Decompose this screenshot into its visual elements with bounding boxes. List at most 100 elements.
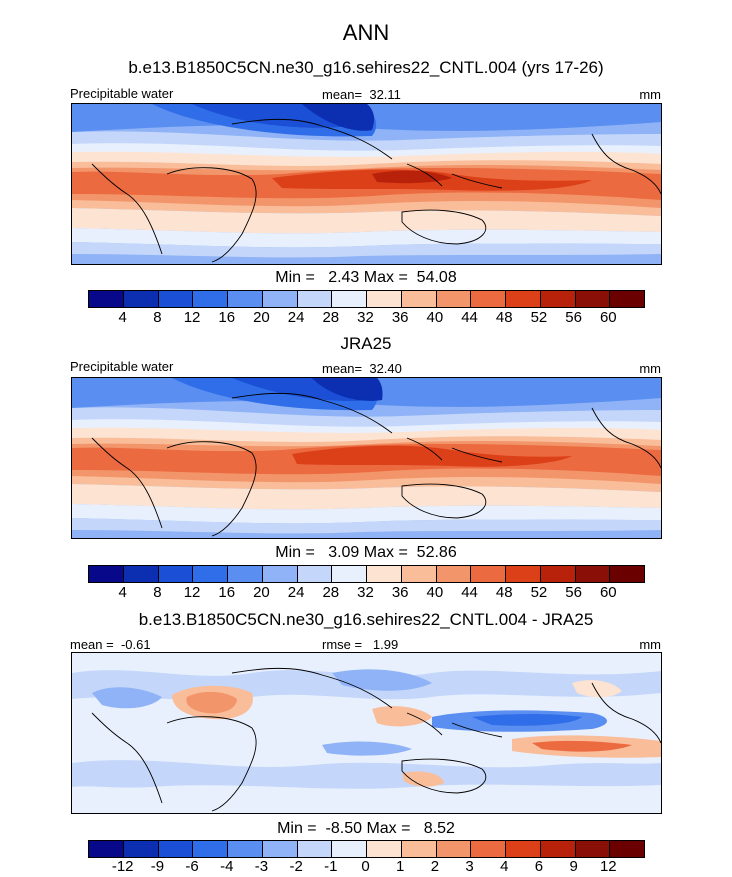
colorbar-swatch	[262, 841, 298, 857]
colorbar-tick-label: 52	[530, 584, 548, 601]
colorbar-tick-label: -9	[150, 858, 165, 875]
colorbar-tick-label: 52	[530, 309, 548, 326]
panel-3-center-label: rmse = 1.99	[322, 637, 399, 652]
colorbar-tick-label: 28	[322, 309, 340, 326]
colorbar-tick-label: 0	[361, 858, 370, 875]
colorbar-tick-label: -2	[289, 858, 303, 875]
colorbar-tick-label: 12	[183, 309, 201, 326]
colorbar-tick-label: 8	[153, 309, 162, 326]
colorbar-swatch	[401, 841, 437, 857]
panel-1-colorbar	[88, 290, 645, 308]
panel-1-colorbar-ticks: 4 8 12 16 20 24 28 32 36 40 44 48 52 56 60	[88, 309, 643, 327]
panel-2-title: JRA25	[340, 334, 392, 353]
colorbar-swatch	[610, 291, 644, 307]
colorbar-tick-label: 44	[461, 309, 478, 326]
panel-3-colorbar-ticks: -12 -9 -6 -4 -3 -2 -1 0 1 2 3 4 6 9 12	[88, 858, 643, 876]
panel-1-left-label: Precipitable water	[70, 86, 174, 101]
colorbar-tick-label: 56	[565, 309, 582, 326]
colorbar-tick-label: 1	[396, 858, 405, 875]
panel-3-right-label: mm	[639, 637, 661, 652]
colorbar-swatch	[471, 291, 506, 307]
colorbar-tick-label: -1	[324, 858, 338, 875]
colorbar-swatch	[401, 566, 437, 582]
panel-3-colorbar	[88, 840, 645, 858]
colorbar-tick-label: 40	[426, 584, 444, 601]
colorbar-swatch	[228, 291, 263, 307]
colorbar-swatch	[436, 566, 472, 582]
colorbar-tick-label: 16	[218, 309, 236, 326]
panel-1-right-label: mm	[639, 87, 661, 102]
colorbar-swatch	[262, 291, 298, 307]
panel-2-field	[72, 378, 661, 538]
colorbar-tick-label: 48	[495, 309, 513, 326]
panel-2-map	[71, 377, 662, 539]
colorbar-swatch	[193, 566, 228, 582]
colorbar-swatch	[297, 291, 333, 307]
colorbar-tick-label: 20	[253, 584, 270, 601]
colorbar-tick-label: 16	[218, 584, 236, 601]
colorbar-swatch	[575, 566, 611, 582]
colorbar-swatch	[89, 841, 124, 857]
colorbar-swatch	[506, 841, 541, 857]
colorbar-swatch	[540, 566, 576, 582]
colorbar-tick-label: 44	[461, 584, 478, 601]
colorbar-tick-label: 4	[118, 309, 127, 326]
colorbar-swatch	[367, 566, 402, 582]
colorbar-swatch	[332, 291, 367, 307]
colorbar-tick-label: 2	[430, 858, 440, 875]
panel-1-title: b.e13.B1850C5CN.ne30_g16.sehires22_CNTL.…	[128, 58, 604, 77]
colorbar-tick-label: 24	[287, 309, 305, 326]
colorbar-swatch	[158, 841, 194, 857]
colorbar-tick-label: 12	[599, 858, 617, 875]
colorbar-swatch	[297, 841, 333, 857]
panel-3-field	[72, 653, 661, 813]
panel-3-title: b.e13.B1850C5CN.ne30_g16.sehires22_CNTL.…	[138, 610, 594, 629]
colorbar-swatch	[436, 841, 472, 857]
colorbar-tick-label: -4	[220, 858, 234, 875]
panel-1-minmax: Min = 2.43 Max = 54.08	[275, 269, 457, 286]
colorbar-tick-label: 4	[118, 584, 127, 601]
colorbar-tick-label: 60	[599, 309, 617, 326]
colorbar-tick-label: 56	[565, 584, 582, 601]
colorbar-tick-label: 32	[357, 584, 374, 601]
colorbar-swatch	[123, 566, 159, 582]
colorbar-swatch	[436, 291, 472, 307]
colorbar-tick-label: 3	[465, 858, 474, 875]
panel-3-map	[71, 652, 662, 814]
colorbar-tick-label: 9	[569, 858, 578, 875]
colorbar-swatch	[89, 566, 124, 582]
colorbar-tick-label: 28	[322, 584, 340, 601]
panel-1-field	[72, 104, 661, 264]
panel-2-right-label: mm	[639, 361, 661, 376]
panel-2-center-label: mean= 32.40	[322, 361, 402, 376]
colorbar-swatch	[610, 841, 644, 857]
panel-3-left-label: mean = -0.61	[70, 637, 151, 652]
colorbar-tick-label: 24	[287, 584, 305, 601]
colorbar-swatch	[506, 291, 541, 307]
colorbar-swatch	[471, 566, 506, 582]
colorbar-tick-label: 12	[183, 584, 201, 601]
colorbar-tick-label: 60	[599, 584, 617, 601]
colorbar-swatch	[540, 841, 576, 857]
panel-1-map	[71, 103, 662, 265]
figure-title: ANN	[342, 20, 390, 45]
colorbar-tick-label: -3	[254, 858, 269, 875]
colorbar-swatch	[332, 841, 367, 857]
colorbar-swatch	[123, 841, 159, 857]
colorbar-tick-label: -12	[111, 858, 134, 875]
colorbar-swatch	[367, 291, 402, 307]
colorbar-swatch	[193, 291, 228, 307]
colorbar-swatch	[540, 291, 576, 307]
colorbar-swatch	[228, 841, 263, 857]
panel-2-left-label: Precipitable water	[70, 359, 174, 374]
colorbar-tick-label: 36	[391, 584, 409, 601]
colorbar-tick-label: 4	[500, 858, 509, 875]
panel-2-colorbar-ticks: 4 8 12 16 20 24 28 32 36 40 44 48 52 56 60	[88, 584, 643, 602]
colorbar-swatch	[193, 841, 228, 857]
colorbar-swatch	[575, 291, 611, 307]
colorbar-tick-label: 36	[391, 309, 409, 326]
colorbar-swatch	[332, 566, 367, 582]
colorbar-swatch	[297, 566, 333, 582]
colorbar-swatch	[401, 291, 437, 307]
colorbar-swatch	[506, 566, 541, 582]
